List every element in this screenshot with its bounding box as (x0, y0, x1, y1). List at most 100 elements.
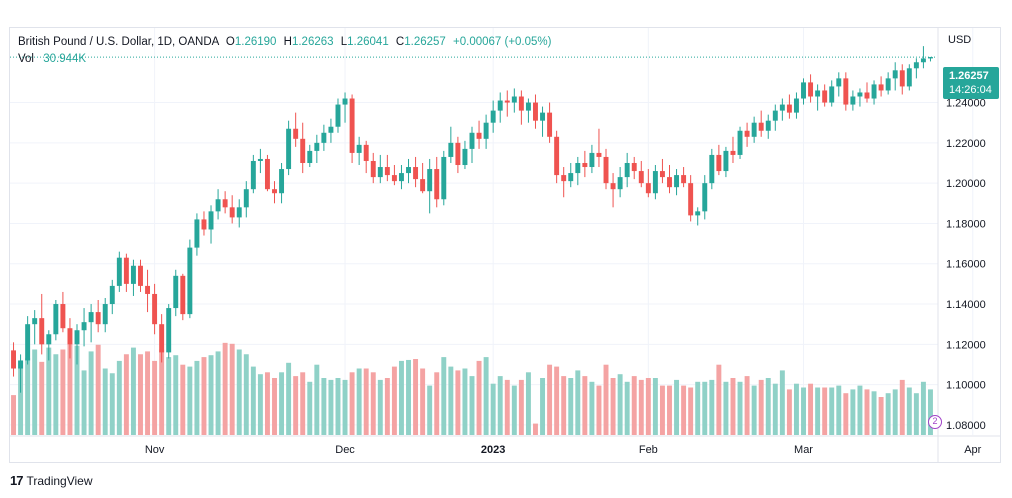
volume-bar (391, 366, 397, 435)
candle-body (109, 285, 115, 305)
volume-bar (455, 370, 461, 435)
volume-bar (568, 378, 574, 435)
candle-body (279, 169, 285, 194)
candle-body (448, 142, 454, 157)
volume-bar (744, 376, 750, 435)
volume-bar (490, 383, 496, 435)
candle-body (624, 162, 630, 178)
candle-body (53, 304, 59, 335)
candle-body (716, 154, 722, 172)
volume-bar (540, 378, 546, 435)
volume-bar (166, 357, 172, 435)
volume-bar (159, 349, 165, 435)
candle-body (102, 304, 108, 325)
time-tick-label: 2023 (481, 444, 505, 456)
candle-body (123, 257, 129, 284)
candle-body (152, 293, 158, 325)
change-value: +0.00067 (+0.05%) (453, 36, 552, 48)
candle-body (801, 82, 806, 99)
candle-body (130, 265, 136, 284)
volume-bar (201, 357, 207, 435)
candle-body (321, 132, 327, 143)
volume-bar (730, 378, 736, 435)
candlesticks (11, 46, 933, 393)
candle-body (377, 167, 383, 178)
currency-label: USD (948, 34, 972, 46)
volume-bar (293, 376, 299, 435)
candle-body (525, 102, 531, 111)
candle-body (920, 58, 926, 63)
candle-body (32, 318, 38, 325)
symbol-title[interactable]: British Pound / U.S. Dollar, 1D, OANDA (18, 36, 219, 48)
volume-bar (758, 379, 764, 435)
volume-bar (716, 364, 722, 435)
volume-legend: Vol 30.944K (18, 53, 86, 65)
candle-body (215, 199, 221, 212)
volume-bar (286, 362, 292, 435)
price-tick-label: 1.10000 (946, 380, 986, 392)
candle-body (476, 132, 482, 139)
volume-bar (462, 368, 468, 435)
candle-body (264, 158, 270, 190)
volume-bar (377, 379, 383, 435)
volume-bar (272, 378, 277, 435)
volume-bar (652, 378, 658, 435)
volume-indicator-badge[interactable]: 2 (928, 415, 942, 429)
candle-body (554, 136, 560, 176)
candle-body (145, 285, 151, 294)
volume-bar (406, 359, 411, 435)
volume-bar (420, 368, 426, 435)
candle-body (518, 96, 524, 111)
candle-body (815, 90, 821, 97)
volume-bar (617, 374, 623, 435)
candle-body (39, 318, 45, 345)
volume-histogram (11, 342, 933, 435)
volume-bar (702, 381, 708, 435)
tradingview-logo[interactable]: 17 TradingView (10, 473, 93, 488)
volume-bar (208, 355, 214, 435)
volume-bar (582, 376, 588, 435)
candle-body (667, 177, 672, 188)
candle-body (850, 96, 856, 105)
price-axis[interactable]: 1.08000 1.10000 1.12000 1.14000 1.16000 1.180… (946, 98, 986, 432)
candle-body (462, 148, 468, 166)
candle-body (822, 90, 828, 103)
volume-bar (864, 389, 870, 435)
candle-body (659, 171, 665, 178)
candle-body (335, 104, 341, 127)
volume-bar (793, 383, 799, 435)
volume-bar (187, 366, 193, 435)
price-tick-label: 1.16000 (946, 259, 986, 271)
time-axis[interactable]: NovDec2023FebMarAprMay (145, 444, 1012, 456)
volume-bar (60, 349, 66, 435)
candle-body (286, 128, 292, 170)
volume-bar (723, 381, 729, 435)
candle-body (307, 150, 313, 163)
volume-bar (67, 343, 73, 435)
candle-body (384, 167, 390, 176)
candle-body (222, 199, 228, 208)
low-label: L (340, 36, 348, 48)
candle-body (25, 324, 31, 361)
volume-bar (801, 387, 806, 435)
volume-bar (356, 368, 362, 435)
volume-label[interactable]: Vol (18, 53, 34, 65)
volume-bar (398, 360, 404, 435)
candle-body (702, 183, 708, 212)
volume-bar (370, 372, 376, 435)
volume-bar (335, 378, 341, 435)
candle-body (709, 154, 715, 184)
candle-body (751, 122, 757, 137)
candle-body (533, 102, 538, 121)
candle-body (441, 156, 447, 200)
candle-body (166, 308, 172, 353)
volume-bar (885, 393, 891, 435)
candle-body (913, 62, 919, 69)
volume-bar (384, 378, 390, 435)
volume-bar (321, 378, 327, 435)
candle-body (596, 152, 602, 157)
time-tick-label: Feb (639, 444, 658, 456)
price-tick-label: 1.14000 (946, 299, 986, 311)
candle-body (406, 167, 411, 174)
